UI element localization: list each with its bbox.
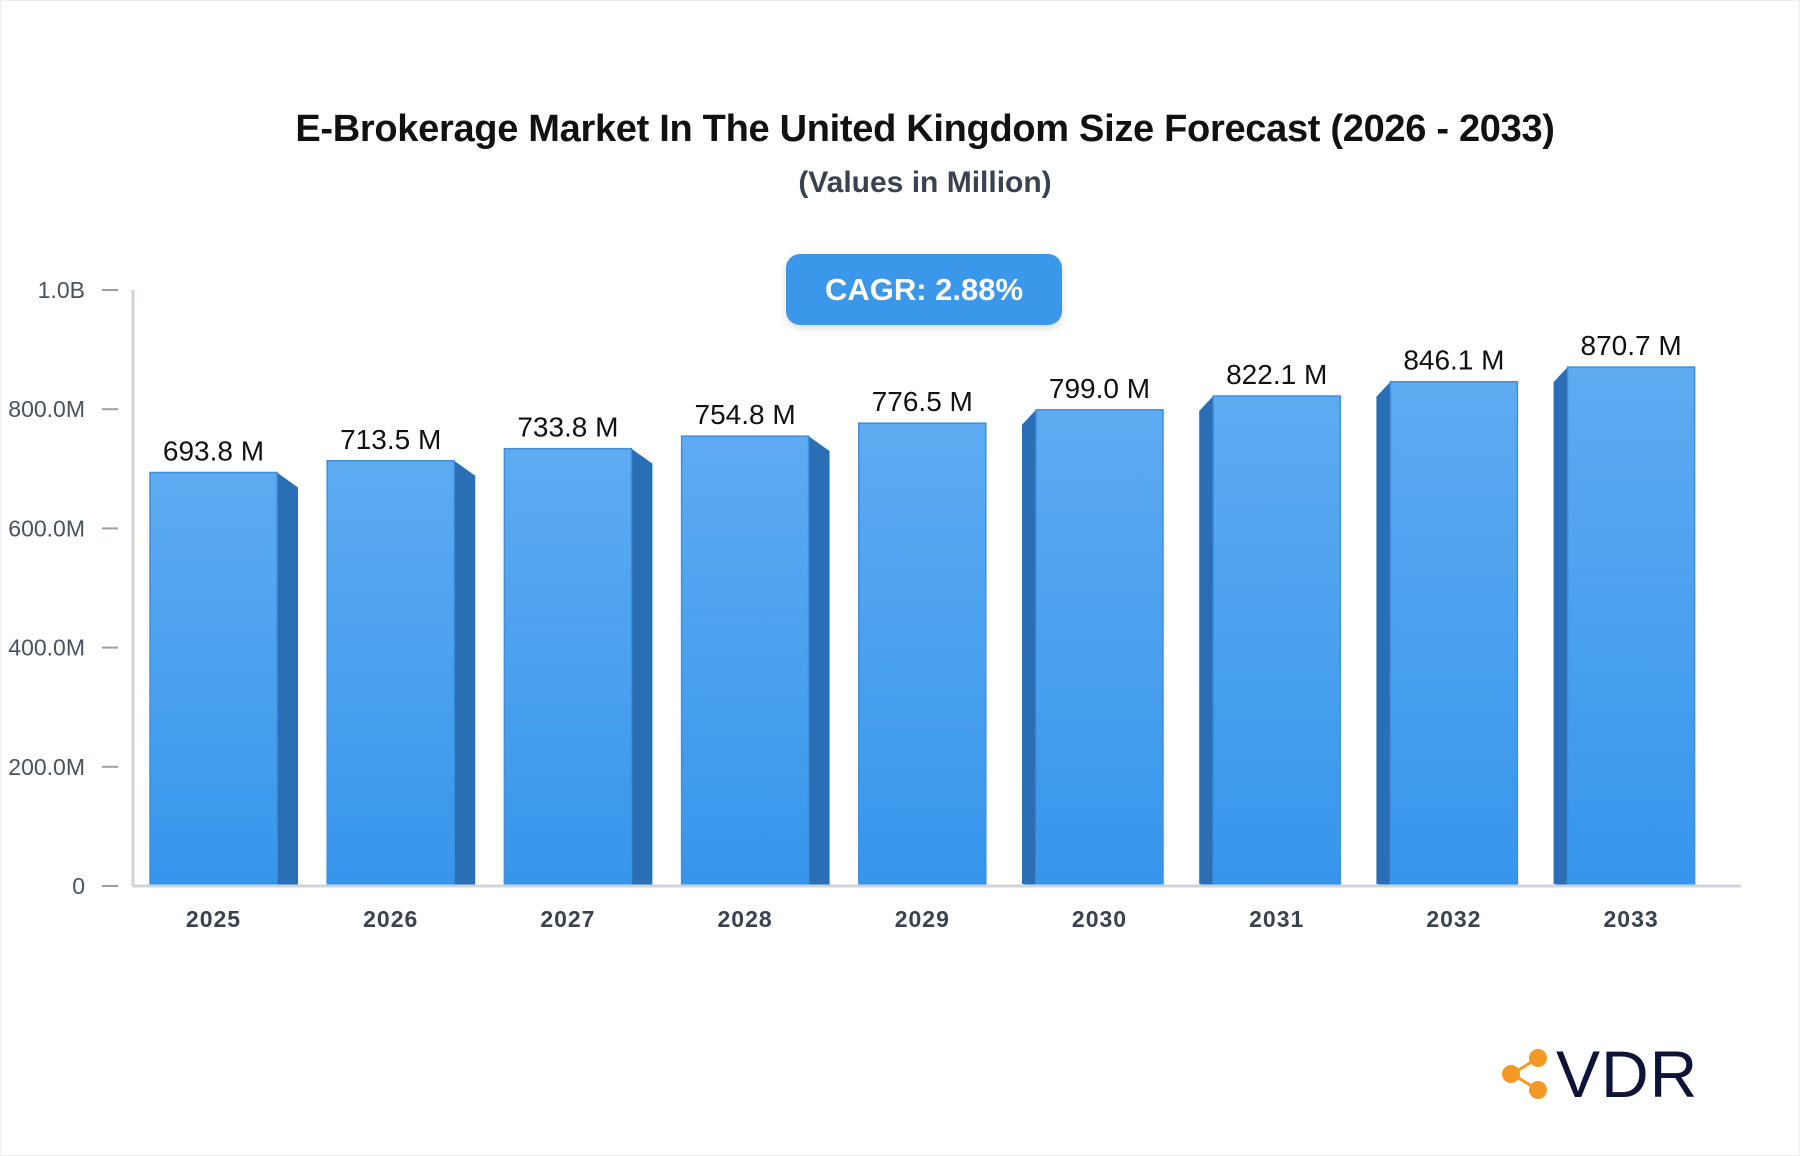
chart-title: E-Brokerage Market In The United Kingdom… bbox=[295, 108, 1555, 150]
bar bbox=[149, 471, 278, 887]
x-tick-label: 2032 bbox=[1426, 906, 1481, 932]
bar-side bbox=[454, 460, 476, 886]
bar bbox=[1035, 409, 1164, 887]
y-tick-label: 400.0M bbox=[8, 635, 85, 661]
y-axis: 0 200.0M 400.0M 600.0M 800.0M 1.0B bbox=[8, 277, 135, 899]
bar bbox=[680, 435, 810, 887]
y-tick-label: 200.0M bbox=[8, 754, 85, 780]
data-label: 870.7 M bbox=[1581, 330, 1682, 361]
x-tick-label: 2025 bbox=[186, 906, 241, 932]
chart-subtitle: (Values in Million) bbox=[798, 166, 1052, 199]
bar-side bbox=[631, 448, 653, 886]
x-tick-label: 2030 bbox=[1072, 906, 1127, 932]
bar-group: 713.5 M bbox=[326, 424, 476, 887]
bar bbox=[1389, 380, 1519, 887]
y-tick-label: 1.0B bbox=[38, 277, 85, 303]
bar-group: 822.1 M bbox=[1199, 359, 1341, 887]
data-label: 693.8 M bbox=[163, 435, 264, 466]
logo-text: VDR bbox=[1556, 1037, 1699, 1111]
bar-side bbox=[1376, 381, 1391, 886]
bar bbox=[503, 447, 633, 887]
bar bbox=[326, 460, 455, 887]
x-tick-label: 2027 bbox=[540, 906, 595, 932]
bar bbox=[1566, 366, 1696, 887]
bar-group: 799.0 M bbox=[1022, 373, 1164, 887]
bar-group: 776.5 M bbox=[858, 386, 987, 887]
y-tick-label: 0 bbox=[72, 873, 85, 899]
x-tick-label: 2029 bbox=[895, 906, 950, 932]
bar-side bbox=[1199, 396, 1214, 886]
bar bbox=[1212, 395, 1341, 887]
bar-side bbox=[1553, 367, 1568, 886]
data-label: 776.5 M bbox=[872, 386, 973, 417]
vdr-logo: VDR bbox=[1500, 1036, 1698, 1112]
y-tick-label: 800.0M bbox=[8, 396, 85, 422]
data-label: 799.0 M bbox=[1049, 373, 1150, 404]
bar-group: 693.8 M bbox=[149, 435, 298, 887]
data-label: 733.8 M bbox=[517, 412, 618, 443]
x-axis: 2025 2026 2027 2028 2029 2030 2031 2032 2033 bbox=[133, 884, 1741, 932]
x-tick-label: 2028 bbox=[718, 906, 773, 932]
bar-group: 846.1 M bbox=[1376, 345, 1519, 887]
data-label: 754.8 M bbox=[695, 399, 796, 430]
bar-side bbox=[1022, 409, 1036, 886]
data-label: 713.5 M bbox=[340, 424, 441, 455]
y-tick-label: 600.0M bbox=[8, 515, 85, 541]
x-tick-label: 2031 bbox=[1249, 906, 1304, 932]
x-tick-label: 2033 bbox=[1604, 906, 1659, 932]
bar-group: 733.8 M bbox=[503, 412, 653, 887]
bar-side bbox=[808, 436, 830, 886]
cagr-badge: CAGR: 2.88% bbox=[786, 254, 1062, 325]
bar-group: 870.7 M bbox=[1553, 330, 1696, 887]
bars: 693.8 M 713.5 M 733.8 M 754.8 M 776.5 M 799.0… bbox=[149, 330, 1696, 887]
data-label: 846.1 M bbox=[1403, 345, 1504, 376]
x-tick-label: 2026 bbox=[363, 906, 418, 932]
bar-side bbox=[277, 472, 298, 886]
share-nodes-icon bbox=[1502, 1049, 1547, 1099]
bar-group: 754.8 M bbox=[680, 399, 830, 887]
data-label: 822.1 M bbox=[1226, 359, 1327, 390]
bar bbox=[858, 422, 987, 887]
